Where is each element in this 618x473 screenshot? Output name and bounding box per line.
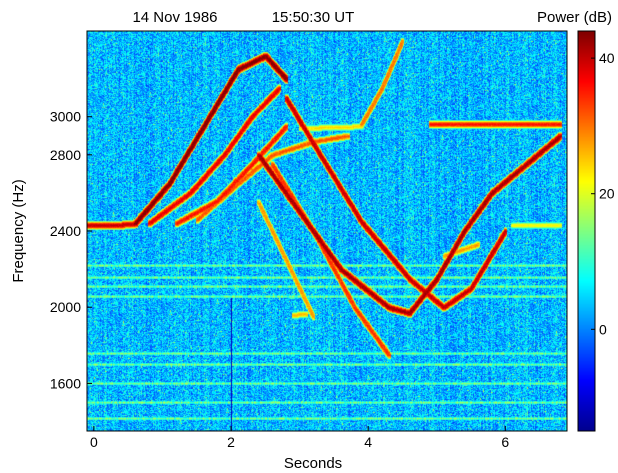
x-tick-label: 0 [90, 434, 98, 450]
spectrogram-heatmap [87, 31, 567, 431]
x-axis: 0 2 4 6 [90, 426, 509, 450]
y-tick-label: 1600 [50, 375, 81, 391]
y-tick-label: 3000 [50, 109, 81, 125]
y-tick-label: 2800 [50, 147, 81, 163]
title-date: 14 Nov 1986 [132, 9, 217, 26]
y-tick-label: 2000 [50, 299, 81, 315]
colorbar-tick-label: 20 [599, 186, 615, 202]
x-axis-label: Seconds [284, 455, 342, 472]
colorbar-gradient [578, 31, 595, 431]
x-tick-label: 4 [364, 434, 372, 450]
y-axis: 1600 2000 2400 2800 3000 [50, 109, 92, 391]
colorbar-frame [577, 30, 596, 432]
colorbar: 0 20 40 [577, 30, 615, 432]
y-axis-label: Frequency (Hz) [10, 179, 27, 282]
x-tick-label: 2 [227, 434, 235, 450]
plot-area [86, 30, 568, 432]
colorbar-tick-label: 0 [599, 321, 607, 337]
colorbar-axis: 0 20 40 [591, 50, 615, 337]
y-tick-label: 2400 [50, 223, 81, 239]
colorbar-label: Power (dB) [537, 9, 612, 26]
colorbar-tick-label: 40 [599, 50, 615, 66]
x-tick-label: 6 [501, 434, 509, 450]
title-time: 15:50:30 UT [272, 9, 355, 26]
